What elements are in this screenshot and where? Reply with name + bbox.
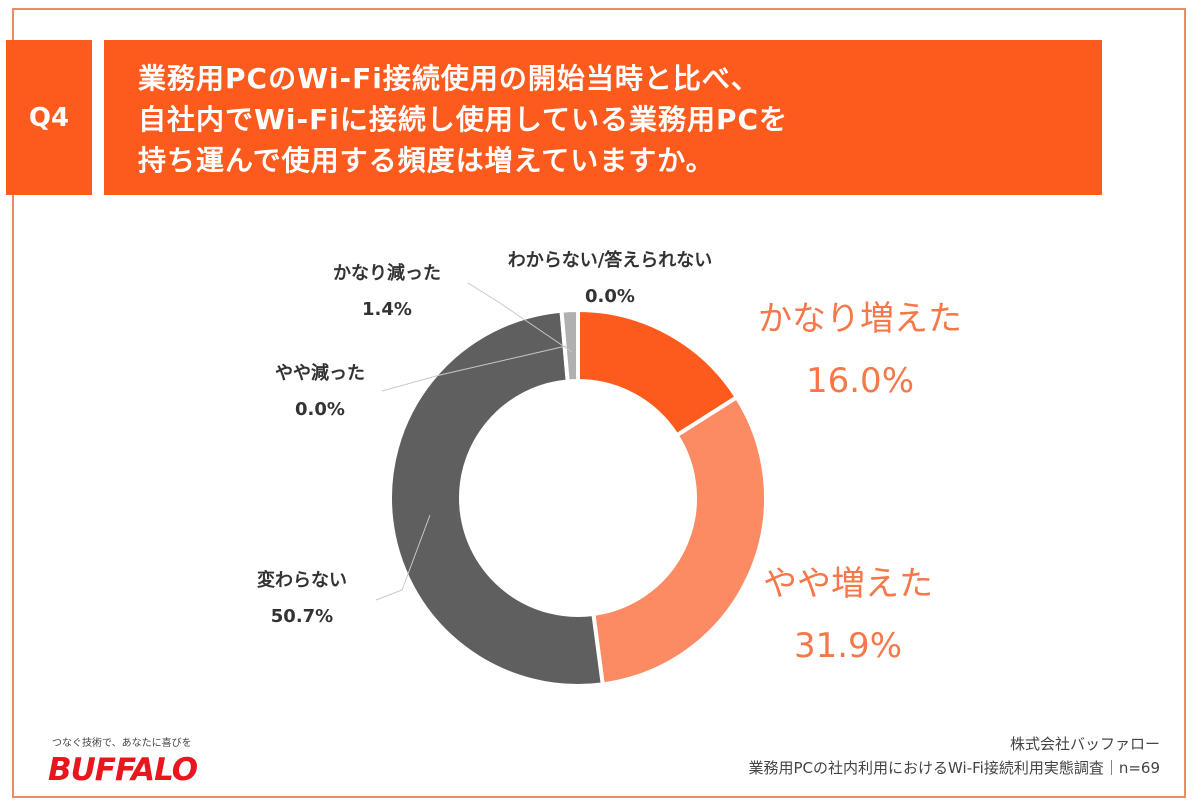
label-no-change-value: 50.7% [270, 606, 334, 627]
question-line-1: 業務用PCのWi-Fi接続使用の開始当時と比べ、 [138, 62, 760, 95]
buffalo-logo: BUFFALO [48, 752, 198, 788]
label-dont-know: わからない/答えられない 0.0% [470, 243, 750, 315]
label-slightly-increased-name: やや増えた [763, 564, 933, 604]
question-number: Q4 [6, 40, 92, 195]
label-fairly-decreased: かなり減った 1.4% [312, 256, 462, 328]
label-fairly-decreased-name: かなり減った [333, 263, 441, 284]
leader-line-fairly-decreased [467, 282, 573, 353]
label-greatly-increased-value: 16.0% [805, 361, 914, 401]
slice-slightly-increased [591, 394, 768, 687]
label-no-change: 変わらない 50.7% [232, 563, 372, 635]
slide-frame [12, 8, 1186, 798]
question-line-2: 自社内でWi-Fiに接続し使用している業務用PCを [138, 103, 789, 136]
slice-fairly-decreased [559, 307, 580, 384]
label-dont-know-name: わからない/答えられない [507, 250, 713, 271]
label-slightly-increased: やや増えた 31.9% [728, 553, 968, 677]
footer-source: 業務用PCの社内利用におけるWi-Fi接続利用実態調査｜n=69 [748, 759, 1160, 777]
leader-line-no-change [375, 514, 431, 601]
label-no-change-name: 変わらない [257, 570, 347, 591]
label-slightly-increased-value: 31.9% [793, 626, 902, 666]
label-slightly-decreased-value: 0.0% [295, 399, 345, 420]
question-line-3: 持ち運んで使用する頻度は増えていますか。 [138, 144, 715, 177]
leader-line-slightly-decreased [381, 345, 567, 392]
brand-tagline: つなぐ技術で、あなたに喜びを [52, 738, 192, 749]
footer-company: 株式会社バッファロー [1009, 735, 1160, 753]
label-slightly-decreased-name: やや減った [275, 363, 365, 384]
label-greatly-increased: かなり増えた 16.0% [740, 288, 980, 412]
label-slightly-decreased: やや減った 0.0% [250, 356, 390, 428]
question-banner: 業務用PCのWi-Fi接続使用の開始当時と比べ、 自社内でWi-Fiに接続し使用… [104, 40, 1102, 195]
label-dont-know-value: 0.0% [585, 286, 635, 307]
label-greatly-increased-name: かなり増えた [758, 299, 962, 339]
label-fairly-decreased-value: 1.4% [362, 299, 412, 320]
